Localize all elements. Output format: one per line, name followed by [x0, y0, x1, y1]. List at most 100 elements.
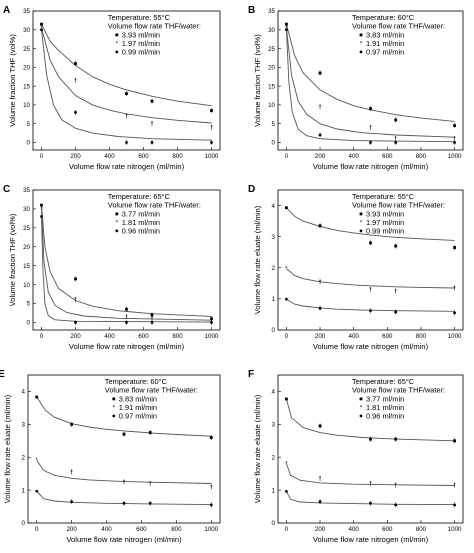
fit-curve: [36, 396, 212, 437]
x-tick-label: 0: [35, 526, 39, 533]
y-tick-label: 35: [268, 8, 275, 15]
y-tick-label: 4: [272, 389, 276, 396]
x-tick-label: 1000: [204, 526, 218, 533]
y-tick-label: 0: [272, 140, 276, 147]
plot-frame: [277, 374, 464, 524]
legend-marker: *: [360, 406, 363, 412]
fit-curve: [41, 29, 212, 141]
data-point: *: [395, 289, 398, 295]
legend-entry: 0.97 ml/min: [366, 48, 404, 57]
fit-curve: [286, 298, 455, 312]
y-tick-label: 0: [22, 520, 26, 527]
x-tick-label: 800: [416, 333, 427, 340]
legend-entry: 0.96 ml/min: [366, 412, 404, 421]
legend-marker: [359, 33, 363, 37]
y-tick-label: 4: [22, 389, 26, 396]
fit-curve: [285, 29, 455, 143]
legend-entry: 3.77 ml/min: [122, 210, 160, 219]
x-tick-label: 200: [70, 153, 81, 160]
legend-marker: [359, 397, 363, 401]
x-tick-label: 600: [138, 153, 149, 160]
y-tick-label: 30: [23, 206, 30, 213]
legend-entry: 0.96 ml/min: [122, 227, 160, 236]
x-tick-label: 0: [285, 333, 289, 340]
data-point: [285, 206, 288, 210]
y-tick-label: 20: [268, 65, 275, 72]
plot-frame: [32, 189, 221, 331]
x-tick-label: 800: [416, 526, 427, 533]
y-tick-label: 20: [23, 244, 30, 251]
x-tick-label: 0: [285, 526, 289, 533]
legend-title: Temperature: 65°C: [352, 377, 415, 386]
data-point: [285, 22, 288, 26]
legend-entry: 1.97 ml/min: [122, 39, 160, 48]
y-tick-label: 30: [23, 27, 30, 34]
y-tick-label: 10: [23, 282, 30, 289]
legend-entry: 0.99 ml/min: [366, 227, 404, 236]
x-tick-label: 800: [171, 526, 182, 533]
x-axis-label: Volume flow rate nitrogen (ml/min): [69, 342, 185, 351]
legend-subtitle: Volume flow rate THF/water:: [352, 22, 445, 31]
data-point: [285, 490, 288, 493]
data-point: [40, 215, 43, 218]
y-tick-label: 25: [23, 225, 30, 232]
y-tick-label: 10: [23, 102, 30, 109]
legend-entry: 1.97 ml/min: [366, 218, 404, 227]
y-tick-label: 5: [27, 301, 31, 308]
y-axis-label: Volume flow rate eluate (ml/min): [3, 394, 12, 503]
data-point: *: [151, 122, 154, 128]
y-axis-label: Volume fraction THF (vol%): [253, 34, 262, 127]
x-tick-label: 400: [101, 526, 112, 533]
x-tick-label: 400: [349, 526, 360, 533]
data-point: *: [149, 482, 152, 488]
data-point: *: [210, 485, 213, 491]
data-point: *: [36, 458, 39, 464]
y-axis-label: Volume flow rate eluate (ml/min): [253, 205, 262, 314]
legend-entry: 1.81 ml/min: [366, 403, 404, 412]
fit-curve: [41, 27, 212, 124]
x-tick-label: 200: [66, 526, 77, 533]
x-tick-label: 600: [382, 526, 393, 533]
legend-entry: 0.99 ml/min: [122, 48, 160, 57]
fit-curve: [41, 208, 212, 321]
x-tick-label: 1000: [448, 333, 462, 340]
legend-entry: 3.83 ml/min: [119, 395, 157, 404]
y-tick-label: 0: [27, 320, 31, 327]
legend-marker: [115, 212, 119, 216]
panel-label: F: [248, 369, 254, 380]
fit-curve: [285, 398, 455, 442]
fit-curve: [286, 268, 455, 289]
legend-entry: 1.81 ml/min: [122, 218, 160, 227]
y-tick-label: 3: [272, 422, 276, 429]
data-point: *: [453, 286, 456, 292]
legend-title: Temperature: 55°C: [352, 192, 415, 201]
x-tick-label: 600: [136, 526, 147, 533]
data-point: [40, 28, 43, 32]
legend-title: Temperature: 60°C: [352, 13, 415, 22]
data-point: *: [123, 480, 126, 486]
x-tick-label: 200: [70, 333, 81, 340]
x-tick-label: 400: [104, 153, 115, 160]
y-tick-label: 0: [27, 140, 31, 147]
y-axis-label: Volume flow rate eluate (ml/min): [253, 394, 262, 503]
y-tick-label: 2: [272, 265, 276, 272]
data-point: *: [285, 461, 288, 467]
legend-subtitle: Volume flow rate THF/water:: [352, 201, 445, 210]
data-point: *: [319, 280, 322, 286]
data-point: [40, 203, 43, 207]
y-tick-label: 35: [23, 187, 30, 194]
data-point: *: [285, 267, 288, 273]
data-point: [285, 397, 288, 401]
data-point: *: [125, 114, 128, 120]
panel-d: D 0 200 400 600 800 1000 0 1 2 3 4 Volume flow rate …: [248, 184, 464, 351]
data-point: [285, 297, 288, 301]
legend-subtitle: Volume flow rate THF/water:: [105, 386, 198, 395]
data-point: *: [369, 482, 372, 488]
legend-entry: 1.91 ml/min: [366, 39, 404, 48]
y-tick-label: 15: [23, 83, 30, 90]
legend-subtitle: Volume flow rate THF/water:: [108, 22, 201, 31]
plot-frame: [277, 10, 464, 151]
legend-title: Temperature: 55°C: [108, 13, 171, 22]
x-tick-label: 200: [315, 153, 326, 160]
data-point: *: [40, 207, 43, 213]
